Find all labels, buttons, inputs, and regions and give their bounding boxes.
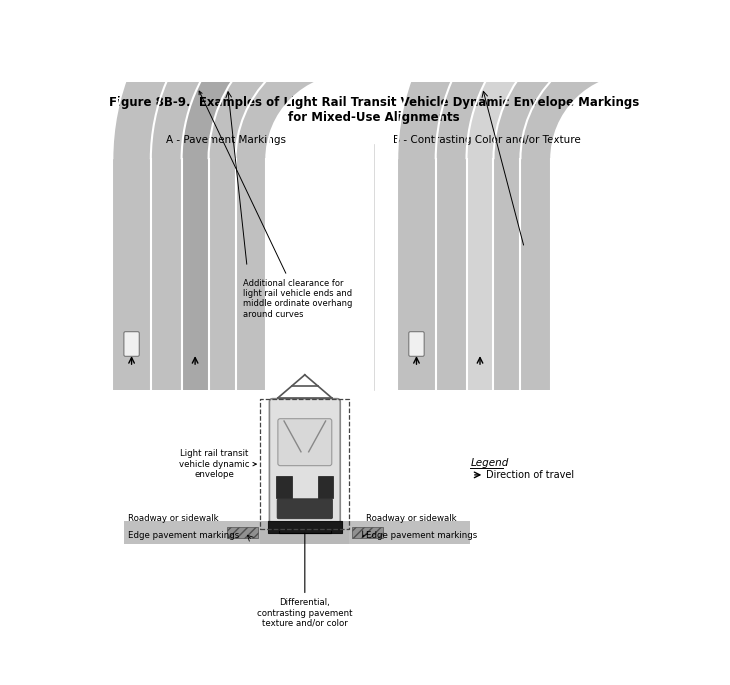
Wedge shape (397, 0, 636, 159)
Text: A - Pavement Markings: A - Pavement Markings (166, 134, 286, 145)
Bar (397, 159, 551, 390)
Wedge shape (112, 0, 351, 159)
Text: Roadway or sidewalk: Roadway or sidewalk (128, 514, 218, 523)
Bar (268, 521, 342, 534)
Text: Additional clearance for
light rail vehicle ends and
middle ordinate overhang
ar: Additional clearance for light rail vehi… (0, 684, 1, 685)
Bar (466, 159, 493, 390)
Bar (97, 0, 351, 75)
Bar (218, 27, 263, 71)
Bar (112, 159, 266, 390)
Text: Additional clearance for
light rail vehicle ends and
middle ordinate overhang
ar: Additional clearance for light rail vehi… (199, 91, 353, 319)
Text: Roadway or sidewalk: Roadway or sidewalk (366, 514, 457, 523)
Bar (227, 527, 258, 538)
Wedge shape (182, 0, 351, 159)
Bar (277, 477, 292, 498)
Text: Differential,
contrasting pavement
texture and/or color: Differential, contrasting pavement textu… (257, 530, 353, 628)
FancyBboxPatch shape (124, 332, 139, 356)
Bar (260, 521, 350, 544)
Bar (504, 27, 548, 71)
Bar (97, 0, 351, 16)
Text: Edge pavement markings: Edge pavement markings (128, 532, 239, 540)
Text: B - Contrasting Color and/or Texture: B - Contrasting Color and/or Texture (393, 134, 581, 145)
Text: Direction of travel: Direction of travel (485, 471, 574, 480)
Text: Differential or
contrasting pavement
color and/or texture: Differential or contrasting pavement col… (0, 684, 1, 685)
Bar (382, 0, 636, 75)
Bar (352, 527, 383, 538)
Bar (124, 521, 470, 544)
Text: Legend: Legend (470, 458, 509, 468)
FancyBboxPatch shape (277, 499, 333, 519)
Text: Light rail transit
vehicle dynamic
envelope: Light rail transit vehicle dynamic envel… (179, 449, 256, 479)
Wedge shape (466, 0, 636, 159)
Bar (318, 477, 334, 498)
Text: Edge pavement markings: Edge pavement markings (366, 532, 477, 540)
FancyBboxPatch shape (269, 399, 340, 524)
FancyBboxPatch shape (278, 419, 331, 466)
FancyBboxPatch shape (409, 332, 424, 356)
Text: Figure 8B-9.  Examples of Light Rail Transit Vehicle Dynamic Envelope Markings
f: Figure 8B-9. Examples of Light Rail Tran… (109, 96, 639, 124)
Bar (382, 0, 636, 16)
Bar (182, 159, 209, 390)
